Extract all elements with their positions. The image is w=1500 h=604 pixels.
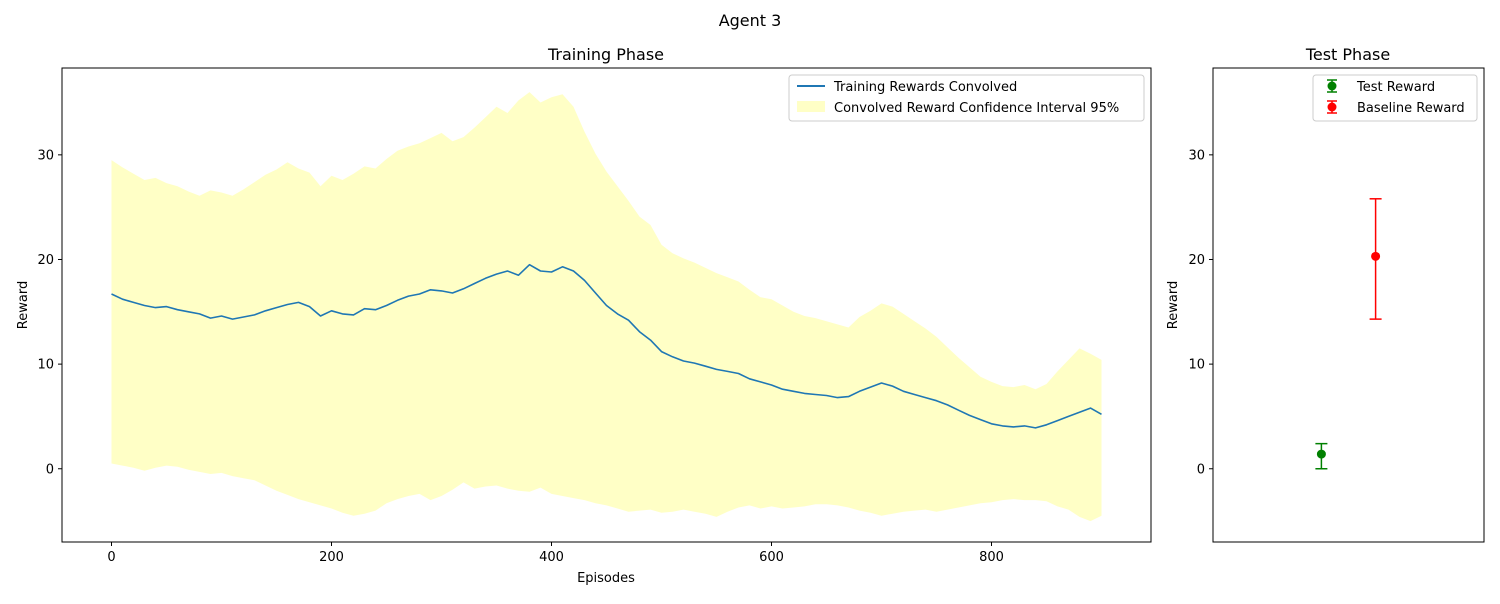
training-y-tick-label: 30	[37, 148, 54, 163]
test-legend-swatch-test	[1327, 79, 1337, 93]
baseline-reward-point	[1369, 198, 1382, 320]
training-plot-area	[111, 92, 1102, 522]
training-rewards-line	[111, 263, 1102, 429]
test-y-tick-label: 20	[1188, 253, 1205, 268]
confidence-interval-band	[111, 92, 1102, 522]
training-legend: Training Rewards Convolved Convolved Rew…	[788, 74, 1145, 122]
training-phase-axes: Training Phase 0 200 400 600 800 0 10 20 30 Epi…	[16, 45, 1152, 586]
training-y-tick-label: 20	[37, 253, 54, 268]
training-x-tick-label: 800	[979, 550, 1004, 565]
training-x-tick-label: 600	[759, 550, 784, 565]
test-y-tick-label: 30	[1188, 148, 1205, 163]
training-x-tick-label: 0	[107, 550, 115, 565]
test-legend: Test Reward Baseline Reward	[1312, 74, 1478, 122]
test-reward-point	[1315, 442, 1328, 470]
training-y-axis-label: Reward	[16, 281, 31, 329]
training-x-tick-label: 400	[539, 550, 564, 565]
training-legend-fill-swatch	[797, 101, 825, 112]
test-phase-title: Test Phase	[1305, 45, 1390, 64]
test-legend-label-baseline: Baseline Reward	[1357, 101, 1465, 116]
training-axes-frame	[61, 67, 1152, 543]
test-plot-area	[1315, 198, 1382, 470]
test-y-ticks: 0 10 20 30	[1188, 148, 1213, 477]
test-y-tick-label: 10	[1188, 358, 1205, 373]
test-legend-swatch-baseline	[1327, 100, 1337, 114]
training-x-axis-label: Episodes	[577, 571, 635, 586]
training-legend-label-line: Training Rewards Convolved	[833, 80, 1017, 95]
training-y-tick-label: 0	[46, 462, 54, 477]
test-legend-label-test: Test Reward	[1356, 80, 1435, 95]
training-y-ticks: 0 10 20 30	[37, 148, 62, 477]
test-y-tick-label: 0	[1197, 462, 1205, 477]
test-legend-box	[1312, 74, 1478, 122]
training-x-ticks: 0 200 400 600 800	[107, 542, 1004, 565]
training-legend-box	[788, 74, 1145, 122]
training-x-tick-label: 200	[319, 550, 344, 565]
test-phase-axes: Test Phase 0 10 20 30 Reward Test Reward	[1166, 45, 1485, 543]
figure-suptitle: Agent 3	[719, 11, 782, 30]
training-legend-label-fill: Convolved Reward Confidence Interval 95%	[834, 101, 1119, 116]
test-y-axis-label: Reward	[1166, 281, 1181, 329]
test-axes-frame	[1212, 67, 1485, 543]
training-y-tick-label: 10	[37, 358, 54, 373]
training-phase-title: Training Phase	[547, 45, 664, 64]
